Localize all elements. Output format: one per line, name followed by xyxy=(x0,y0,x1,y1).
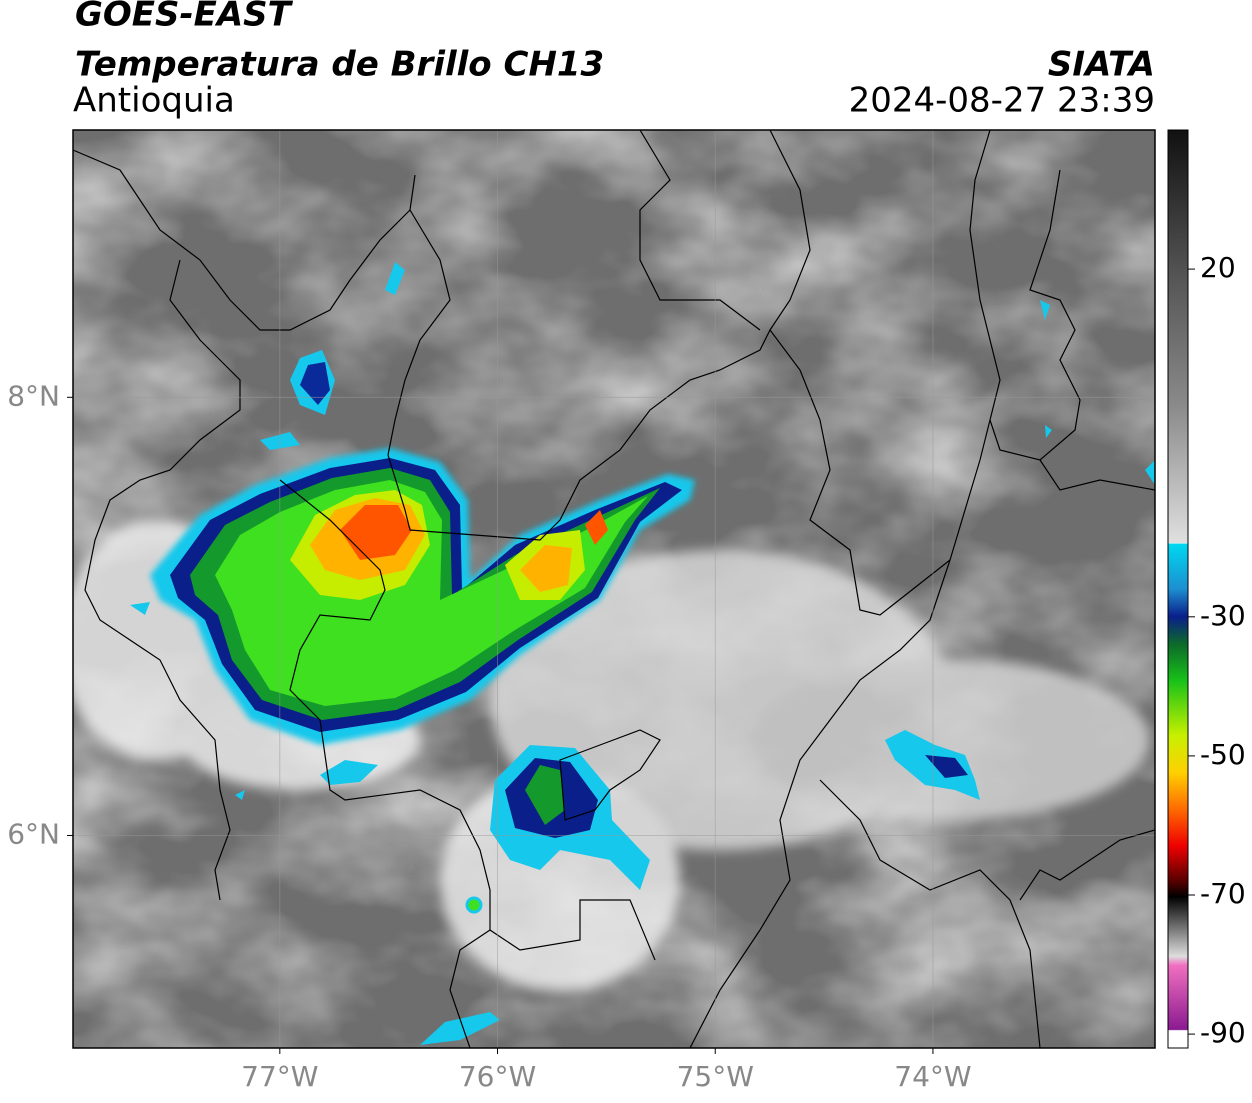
x-tick-label: 74°W xyxy=(894,1060,971,1093)
colorbar-tick-label: 20 xyxy=(1200,251,1236,284)
graticule xyxy=(73,130,1155,1048)
colorbar-tick-label: -70 xyxy=(1200,877,1246,910)
map-frame xyxy=(72,129,1156,1049)
satellite-image xyxy=(73,130,1155,1048)
x-tick-label: 77°W xyxy=(241,1060,318,1093)
borders xyxy=(73,130,1155,1048)
x-tick-label: 75°W xyxy=(677,1060,754,1093)
x-tick-label: 76°W xyxy=(459,1060,536,1093)
colorbar-tick-label: -50 xyxy=(1200,738,1246,771)
colorbar xyxy=(1167,129,1189,1049)
region: Antioquia xyxy=(73,81,235,121)
y-tick-label: 8°N xyxy=(7,379,60,412)
title: GOES-EAST xyxy=(75,0,294,35)
convective-cells xyxy=(130,262,1155,1045)
timestamp: 2024-08-27 23:39 xyxy=(849,81,1155,121)
colorbar-tick-label: -30 xyxy=(1200,599,1246,632)
y-tick-label: 6°N xyxy=(7,817,60,850)
colorbar-tick-label: -90 xyxy=(1200,1016,1246,1049)
agency: SIATA xyxy=(1048,45,1155,85)
subtitle: Temperatura de Brillo CH13 xyxy=(75,45,604,85)
